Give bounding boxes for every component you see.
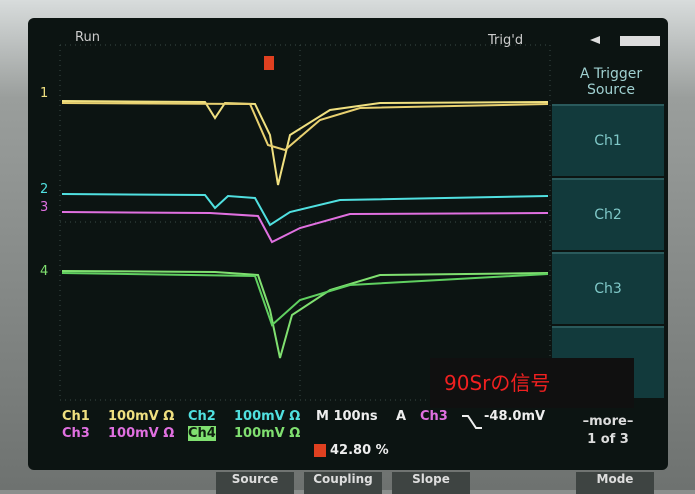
readout: Ch2 [188,409,216,424]
readout: Ch3 [62,426,90,441]
menu-option[interactable]: Ch1 [552,104,664,176]
bottom-button[interactable]: Slope [392,472,470,494]
run-status: Run [75,30,100,45]
waveforms [62,101,548,358]
readout: 100mV Ω [234,426,300,441]
menu-option[interactable]: Ch2 [552,178,664,250]
graticule [60,45,550,400]
bottom-button[interactable]: Coupling [304,472,382,494]
status-icons [590,36,660,46]
menu-title: A Trigger Source [565,66,657,98]
trigger-position: 42.80 % [330,443,389,458]
trigger-level: -48.0mV [484,409,545,424]
position-icon [314,444,326,457]
bottom-button[interactable]: Source [216,472,294,494]
bottom-button[interactable]: Mode [576,472,654,494]
page-indicator: 1 of 3 [552,432,664,447]
ch1-marker: 1 [40,86,48,101]
readout: 100mV Ω [234,409,300,424]
overlay-label: 90Srの信号 [430,358,634,408]
oscilloscope: Run Trig'd A Trigger Source 1 2 3 4 Ch1 … [0,0,695,490]
trigger-mode: A [396,409,406,424]
ch2-marker: 2 [40,182,48,197]
readout: 100mV Ω [108,409,174,424]
trigger-source: Ch3 [420,409,448,424]
slope-icon [462,416,482,428]
ch4-marker: 4 [40,264,48,279]
readout: 100mV Ω [108,426,174,441]
trigger-marker [264,56,274,70]
readout: Ch1 [62,409,90,424]
readout: Ch4 [188,426,216,441]
timebase: M 100ns [316,409,378,424]
more-button[interactable]: –more– [552,414,664,429]
trig-status: Trig'd [488,33,523,48]
menu-option[interactable]: Ch3 [552,252,664,324]
ch3-marker: 3 [40,200,48,215]
